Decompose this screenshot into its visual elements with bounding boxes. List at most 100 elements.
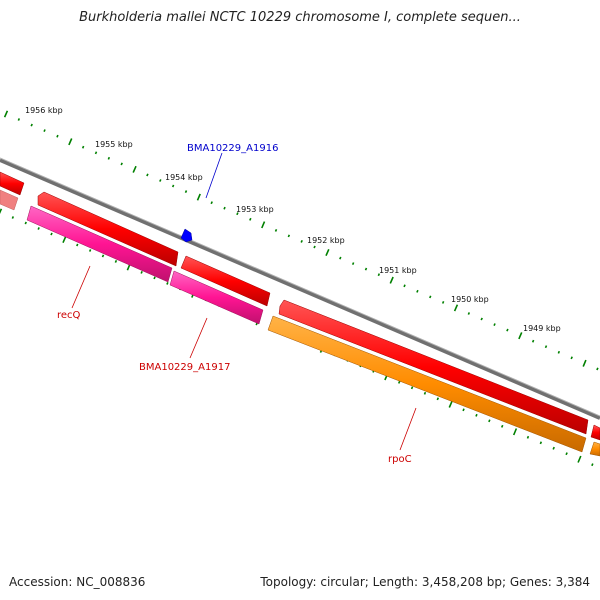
reverse-strand-minor-tick — [488, 419, 491, 423]
reverse-strand-minor-tick — [24, 221, 27, 225]
ruler-minor-tick — [364, 267, 368, 271]
ruler-minor-tick — [249, 217, 252, 221]
ruler-minor-tick — [146, 173, 149, 177]
reverse-strand-minor-tick — [153, 276, 156, 280]
ruler-minor-tick — [403, 284, 406, 288]
reverse-strand-minor-tick — [526, 435, 530, 439]
ruler-minor-tick — [557, 350, 561, 354]
ruler-minor-tick — [159, 179, 162, 182]
gene-forward-3[interactable] — [180, 255, 271, 307]
ruler-minor-tick — [416, 289, 419, 293]
reverse-strand-minor-tick — [37, 227, 40, 230]
forward-strand-genes — [0, 171, 600, 441]
leader-line-bma10229-a1917 — [189, 317, 208, 359]
ruler-minor-tick — [43, 129, 46, 133]
reverse-strand-genes — [0, 189, 600, 457]
reverse-strand-minor-tick — [423, 391, 427, 395]
gene-recq[interactable] — [26, 205, 173, 283]
ruler-major-tick — [582, 359, 587, 367]
ruler-minor-tick — [210, 201, 213, 205]
reverse-strand-minor-tick — [565, 452, 568, 456]
ruler-major-tick — [518, 332, 523, 340]
ruler-minor-tick — [570, 356, 573, 360]
chromosome-backbone-highlight — [0, 157, 600, 417]
ruler-minor-tick — [493, 323, 496, 327]
ruler-minor-tick — [107, 156, 111, 160]
gene-label-bma10229-a1916[interactable]: BMA10229_A1916 — [187, 143, 278, 154]
reverse-strand-minor-tick — [436, 397, 440, 401]
map-title: Burkholderia mallei NCTC 10229 chromosom… — [79, 10, 521, 25]
ruler-minor-tick — [236, 212, 239, 216]
gene-rpoc[interactable] — [267, 315, 587, 453]
ruler-minor-tick — [300, 239, 303, 243]
gene-label-recq[interactable]: recQ — [57, 310, 81, 321]
ruler-minor-tick — [339, 256, 342, 260]
ruler-minor-tick — [377, 273, 381, 277]
reverse-strand-minor-tick — [166, 281, 169, 285]
leader-line-bma10229-a1916 — [205, 152, 223, 199]
gene-reverse-0[interactable] — [0, 189, 19, 211]
reverse-strand-minor-tick — [500, 424, 504, 428]
ruler-minor-tick — [596, 367, 599, 371]
ruler-minor-tick — [120, 162, 123, 166]
tick-label-1949: 1949 kbp — [523, 324, 561, 333]
ruler-minor-tick — [94, 151, 98, 155]
gene-marker-bma10229-a1916[interactable] — [180, 228, 193, 243]
ruler-major-tick — [132, 165, 137, 173]
tick-label-1950: 1950 kbp — [451, 295, 489, 304]
tick-label-1951: 1951 kbp — [379, 266, 417, 275]
ruler-minor-tick — [184, 190, 188, 194]
ruler-minor-tick — [441, 300, 445, 304]
ruler-minor-tick — [223, 206, 226, 210]
ruler-major-tick — [196, 193, 201, 201]
reverse-strand-major-tick — [62, 235, 67, 244]
gene-forward-5[interactable] — [590, 424, 600, 441]
leader-line-recq — [71, 265, 91, 309]
tick-label-1953: 1953 kbp — [236, 205, 274, 214]
ruler-major-tick — [68, 138, 73, 146]
gene-label-bma10229-a1917[interactable]: BMA10229_A1917 — [139, 362, 230, 373]
ruler-minor-tick — [480, 317, 483, 321]
gene-bma10229-a1917[interactable] — [169, 270, 264, 325]
ruler-major-tick — [453, 304, 459, 312]
reverse-strand-minor-tick — [410, 386, 414, 390]
leader-line-rpoc — [399, 407, 417, 451]
tick-label-1956: 1956 kbp — [25, 106, 63, 115]
reverse-strand-minor-tick — [11, 216, 15, 219]
ruler-minor-tick — [313, 245, 316, 249]
tick-label-1952: 1952 kbp — [307, 236, 345, 245]
ruler-major-tick — [389, 276, 394, 284]
ruler-minor-tick — [506, 328, 509, 332]
ruler-minor-tick — [30, 123, 33, 127]
ruler-minor-tick — [81, 145, 85, 149]
ruler-major-tick — [261, 221, 266, 229]
reverse-strand-minor-tick — [101, 254, 105, 258]
genome-summary: Topology: circular; Length: 3,458,208 bp… — [260, 575, 590, 589]
reverse-strand-major-tick — [512, 428, 518, 436]
reverse-strand-minor-tick — [591, 463, 594, 467]
gene-forward-2[interactable] — [37, 191, 179, 267]
reverse-strand-minor-tick — [539, 441, 543, 445]
gene-forward-4[interactable] — [278, 299, 589, 435]
ruler-minor-tick — [351, 262, 355, 266]
reverse-strand-major-tick — [0, 208, 3, 214]
reverse-strand-minor-tick — [397, 380, 401, 384]
reverse-strand-minor-tick — [552, 446, 555, 450]
tick-label-1955: 1955 kbp — [95, 140, 133, 149]
ruler-dots — [3, 110, 599, 371]
ruler-minor-tick — [467, 312, 471, 315]
reverse-strand-minor-tick — [462, 408, 465, 412]
ruler-minor-tick — [531, 339, 535, 343]
reverse-strand-major-tick — [448, 400, 453, 408]
ruler-minor-tick — [544, 345, 548, 349]
reverse-strand-minor-tick — [475, 413, 478, 417]
gene-reverse-5[interactable] — [589, 441, 600, 457]
ruler-minor-tick — [17, 118, 21, 121]
ruler-minor-tick — [429, 295, 432, 299]
tick-label-1954: 1954 kbp — [165, 173, 203, 182]
reverse-strand-major-tick — [577, 455, 582, 463]
reverse-strand-minor-tick — [50, 232, 53, 236]
gene-label-rpoc[interactable]: rpoC — [388, 454, 412, 465]
gene-forward-1[interactable] — [0, 171, 25, 196]
